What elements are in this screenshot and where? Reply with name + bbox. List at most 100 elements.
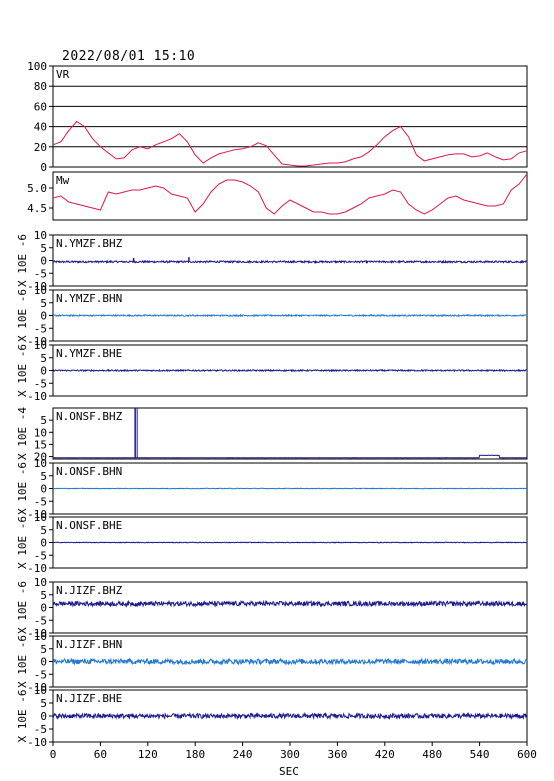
y-tick-label: 20	[34, 451, 47, 464]
y-tick-label: 10	[34, 630, 47, 643]
y-tick-label: 10	[34, 426, 47, 439]
panel-frame	[52, 171, 528, 221]
y-tick-label: -5	[34, 668, 47, 681]
y-tick-label: 0	[40, 310, 47, 323]
y-tick-label: 5.0	[27, 182, 47, 195]
waveform-trace	[52, 711, 528, 721]
y-tick-label: 10	[34, 576, 47, 589]
y-tick-label: 5	[40, 697, 47, 710]
waveform-trace	[53, 454, 528, 459]
y-tick-label: -10	[27, 390, 47, 403]
y-tick-label: 0	[40, 710, 47, 723]
y-axis-label: X 10E -6	[16, 289, 29, 342]
panel-frame	[52, 234, 528, 287]
x-tick-label: 180	[185, 748, 205, 761]
y-tick-label: 20	[34, 141, 47, 154]
waveform-trace	[52, 259, 528, 265]
x-axis-label: SEC	[279, 765, 299, 778]
y-tick-label: 0	[40, 365, 47, 378]
series-line	[52, 173, 528, 215]
y-axis-label: X 10E -6	[16, 635, 29, 688]
x-tick-label: 60	[94, 748, 107, 761]
panel-frame	[52, 65, 528, 168]
y-axis-label: X 10E -6	[16, 581, 29, 634]
panel-frame	[52, 581, 528, 634]
x-tick-label: 360	[327, 748, 347, 761]
waveform-trace	[52, 599, 528, 608]
y-tick-label: 5	[40, 297, 47, 310]
station-label: N.ONSF.BHN	[56, 465, 122, 478]
y-tick-label: 5	[40, 470, 47, 483]
y-tick-label: 10	[34, 511, 47, 524]
y-tick-label: 15	[34, 438, 47, 451]
y-tick-label: 0	[40, 161, 47, 174]
y-tick-label: 0	[40, 537, 47, 550]
y-axis-label: X 10E -6	[16, 516, 29, 569]
station-label: N.JIZF.BHN	[56, 638, 122, 651]
y-tick-label: 0	[40, 656, 47, 669]
y-axis-label: X 10E -6	[16, 462, 29, 515]
y-tick-label: 5	[40, 589, 47, 602]
y-tick-label: -5	[34, 495, 47, 508]
y-tick-label: 80	[34, 80, 47, 93]
y-tick-label: 0	[40, 602, 47, 615]
station-label: N.ONSF.BHZ	[56, 410, 123, 423]
y-tick-label: 10	[34, 229, 47, 242]
x-tick-label: 480	[422, 748, 442, 761]
y-tick-label: 10	[34, 684, 47, 697]
y-tick-label: -10	[27, 280, 47, 293]
y-axis-label: X 10E -6	[16, 690, 29, 743]
panel-frame	[52, 407, 528, 460]
y-tick-label: 10	[34, 339, 47, 352]
y-tick-label: 0	[40, 255, 47, 268]
y-tick-label: 0	[40, 483, 47, 496]
y-tick-label: -10	[27, 627, 47, 640]
y-tick-label: 5	[40, 643, 47, 656]
panel-label: VR	[56, 68, 70, 81]
y-axis-label: X 10E -4	[16, 407, 29, 460]
station-label: N.JIZF.BHE	[56, 692, 122, 705]
y-tick-label: -5	[34, 267, 47, 280]
x-tick-label: 420	[375, 748, 395, 761]
y-tick-label: -5	[34, 377, 47, 390]
y-tick-label: 5	[40, 242, 47, 255]
x-tick-label: 240	[233, 748, 253, 761]
y-axis-label: X 10E -6	[16, 344, 29, 397]
y-tick-label: -5	[34, 723, 47, 736]
panel-label: Mw	[56, 174, 70, 187]
x-tick-label: 0	[50, 748, 57, 761]
y-tick-label: -10	[27, 562, 47, 575]
x-tick-label: 120	[138, 748, 158, 761]
y-tick-label: 10	[34, 457, 47, 470]
timestamp: 2022/08/01 15:10	[62, 49, 196, 64]
station-label: N.YMZF.BHZ	[56, 237, 123, 250]
y-tick-label: 40	[34, 121, 47, 134]
y-tick-label: 10	[34, 284, 47, 297]
y-tick-label: -10	[27, 736, 47, 749]
y-tick-label: 5	[40, 352, 47, 365]
waveform-trace	[53, 541, 528, 544]
y-tick-label: -10	[27, 335, 47, 348]
y-tick-label: -5	[34, 549, 47, 562]
y-tick-label: 60	[34, 100, 47, 113]
y-tick-label: 4.5	[27, 202, 47, 215]
x-tick-label: 600	[517, 748, 537, 761]
station-label: N.YMZF.BHE	[56, 347, 122, 360]
y-tick-label: 5	[40, 524, 47, 537]
waveform-trace	[52, 313, 528, 318]
station-label: N.JIZF.BHZ	[56, 584, 123, 597]
x-tick-label: 300	[280, 748, 300, 761]
y-tick-label: -10	[27, 681, 47, 694]
station-label: N.YMZF.BHN	[56, 292, 122, 305]
y-tick-label: 100	[27, 60, 47, 73]
y-axis-label: X 10E -6	[16, 234, 29, 287]
y-tick-label: 5	[40, 414, 47, 427]
waveform-trace	[53, 368, 528, 373]
y-tick-label: -5	[34, 614, 47, 627]
y-tick-label: -5	[34, 322, 47, 335]
station-label: N.ONSF.BHE	[56, 519, 122, 532]
x-tick-label: 540	[470, 748, 490, 761]
series-line	[52, 120, 528, 167]
waveform-trace	[52, 657, 528, 666]
